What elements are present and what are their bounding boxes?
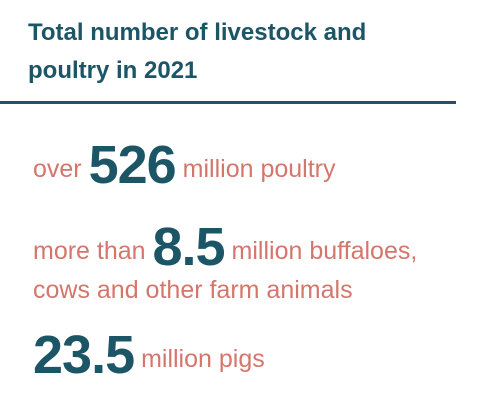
title: Total number of livestock and poultry in…	[28, 19, 367, 84]
stat-number: 23.5	[33, 325, 135, 385]
stat-number: 526	[88, 135, 177, 195]
stat-item: over 526 million poultry	[33, 138, 478, 192]
prefix: more than	[33, 237, 146, 265]
suffix: million buffaloes, cows and other farm a…	[33, 237, 418, 304]
prefix: over	[33, 155, 82, 183]
suffix: million pigs	[141, 345, 265, 373]
stat-item: more than 8.5 million buffaloes, cows an…	[33, 220, 478, 308]
suffix: million poultry	[182, 155, 336, 183]
stat-number: 8.5	[152, 217, 226, 277]
stat-item: 23.5 million pigs	[33, 328, 478, 382]
divider	[0, 101, 456, 104]
